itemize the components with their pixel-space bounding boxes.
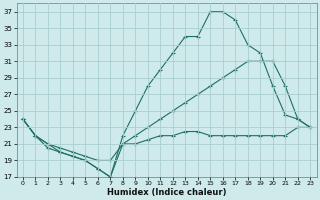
X-axis label: Humidex (Indice chaleur): Humidex (Indice chaleur) (107, 188, 226, 197)
